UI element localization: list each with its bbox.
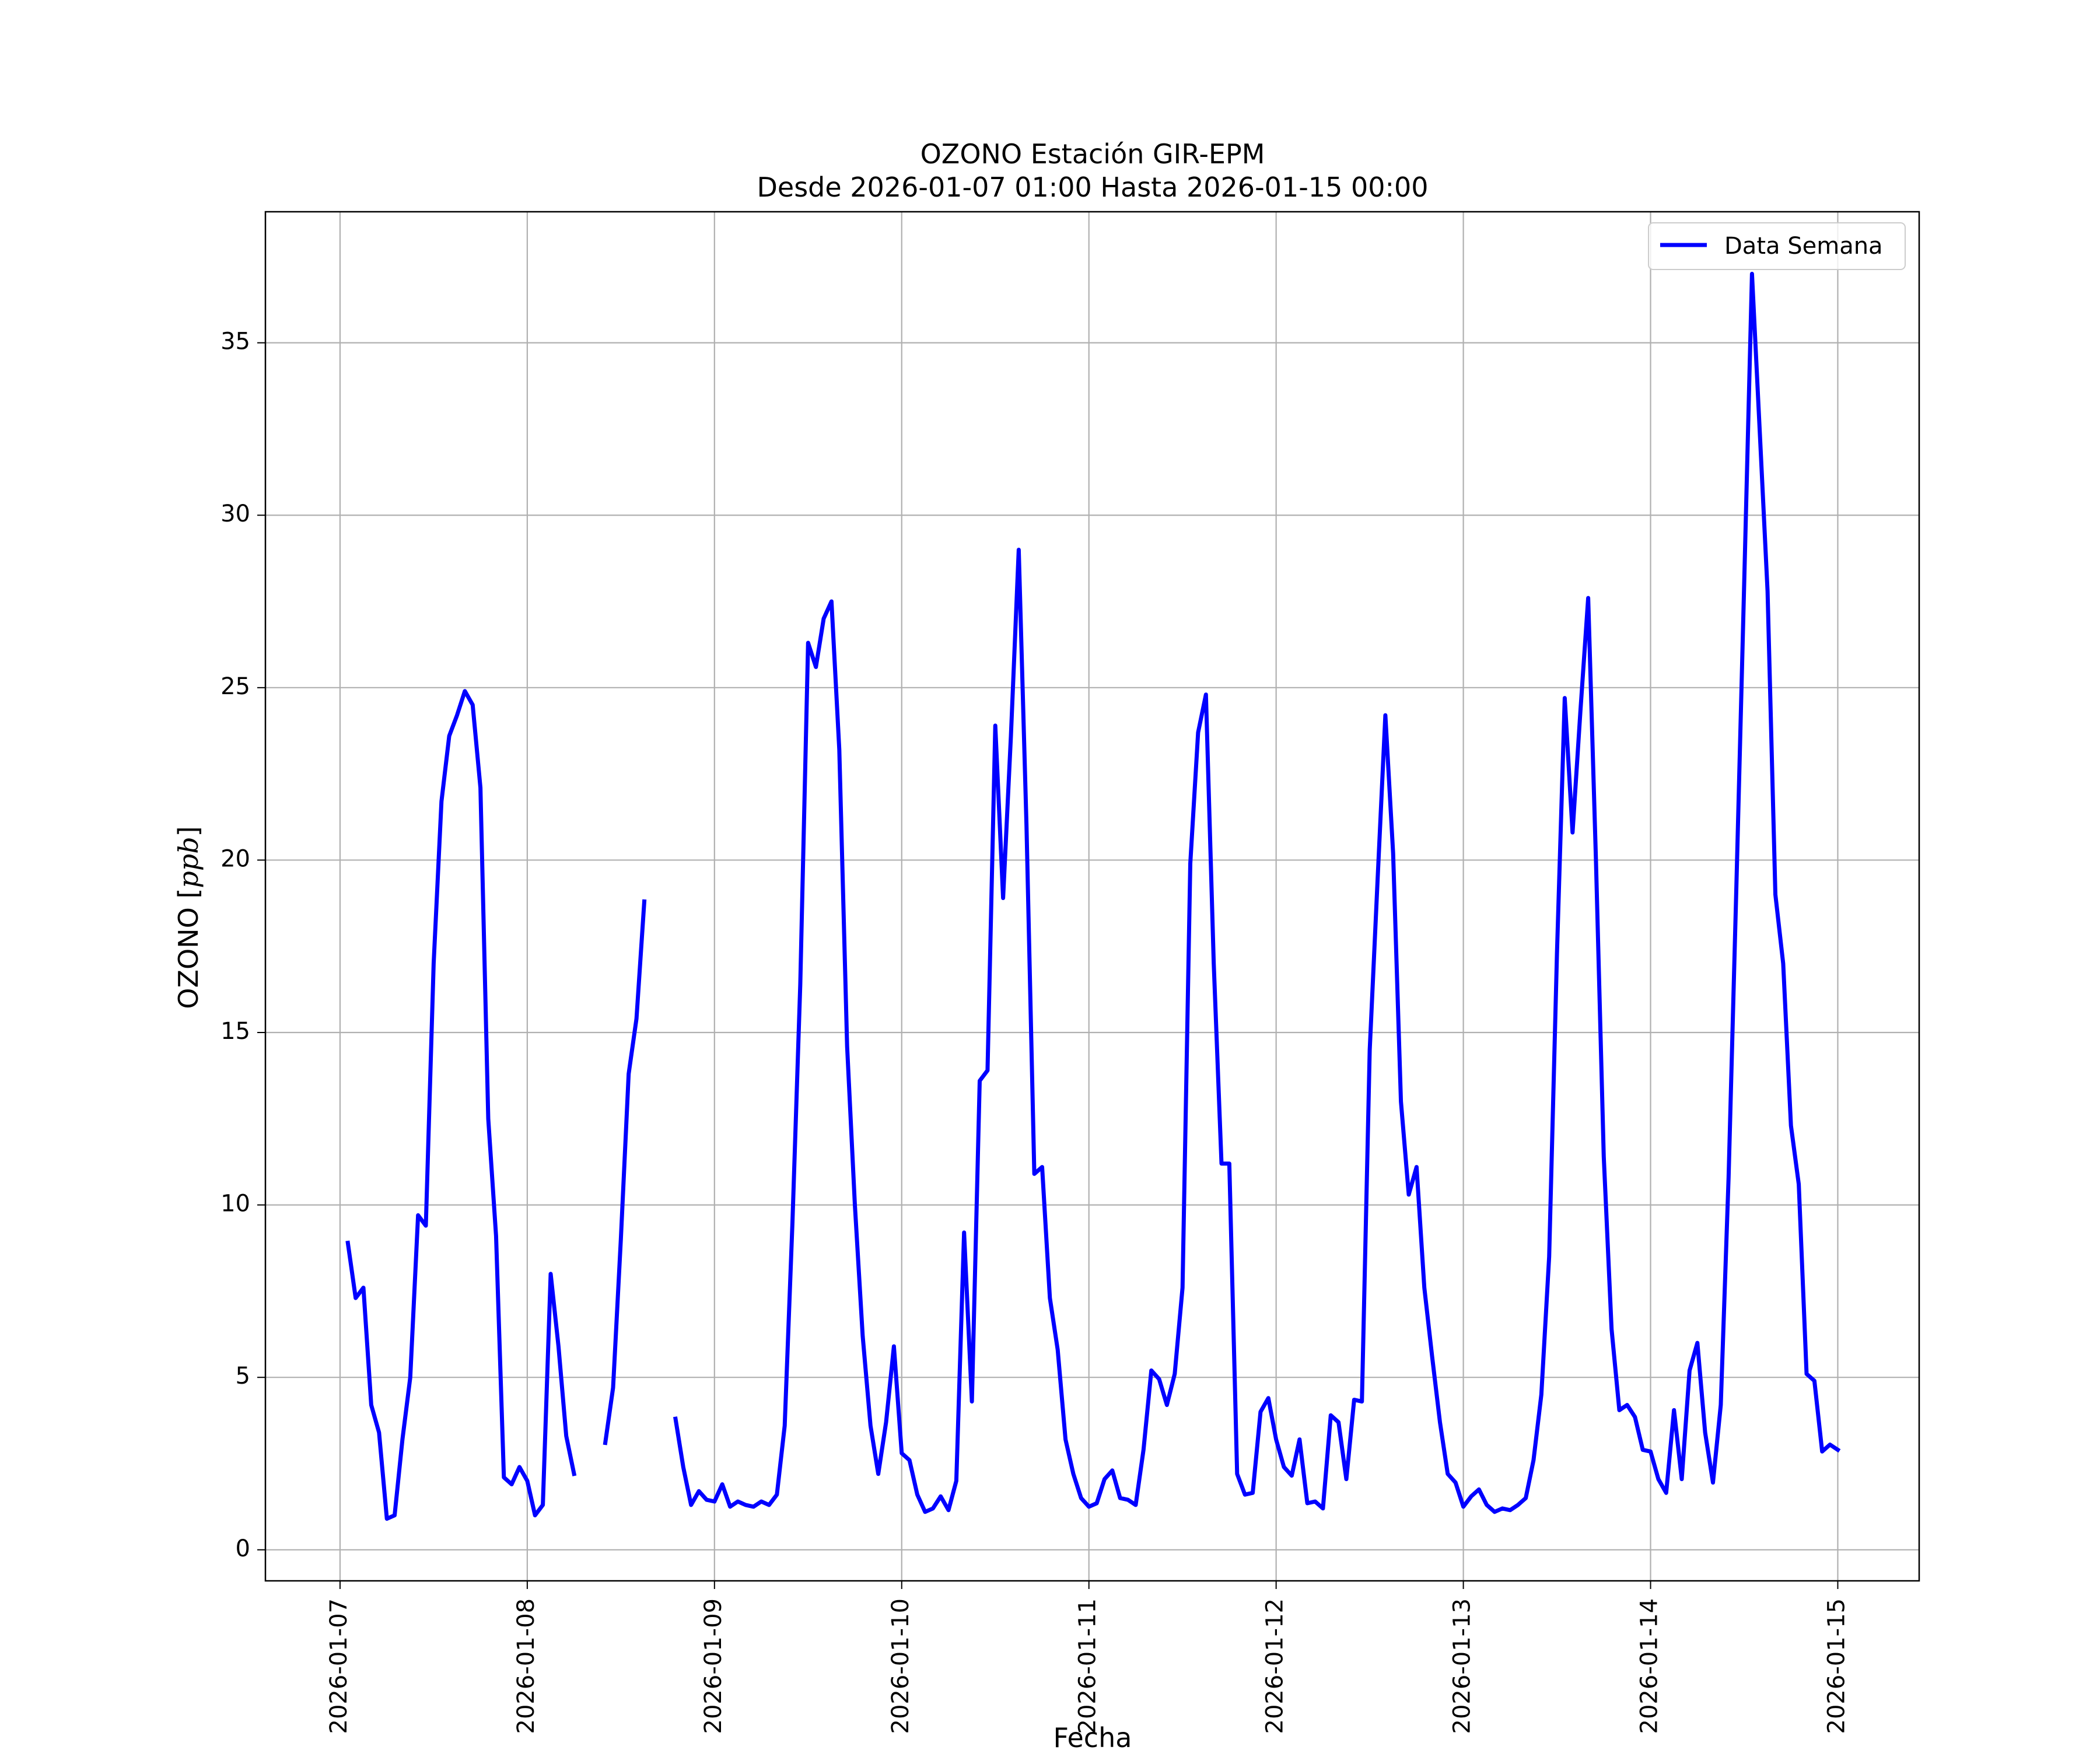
y-tick-label: 10: [220, 1191, 250, 1217]
legend-box: [1648, 222, 1906, 270]
axes-frame: [264, 211, 1920, 1582]
y-axis-label-close: ]: [173, 826, 204, 836]
x-tick-label: 2026-01-09: [700, 1598, 727, 1734]
chart-subtitle: Desde 2026-01-07 01:00 Hasta 2026-01-15 …: [757, 172, 1428, 203]
y-tick-label: 25: [220, 673, 250, 700]
legend-label: Data Semana: [1724, 233, 1883, 260]
x-tick-label: 2026-01-14: [1636, 1598, 1663, 1734]
y-axis-label: OZONO [ppb]: [173, 826, 204, 1009]
series-line-segment: [345, 689, 577, 1521]
y-tick-label: 0: [236, 1535, 250, 1562]
plot-area: [265, 212, 1919, 1581]
y-tick-label: 20: [220, 845, 250, 872]
grid-lines: [265, 212, 1919, 1581]
x-tick-label: 2026-01-07: [326, 1598, 352, 1734]
x-tick-label: 2026-01-08: [513, 1598, 540, 1734]
y-tick-label: 5: [236, 1363, 250, 1390]
x-tick-label: 2026-01-11: [1074, 1598, 1101, 1734]
chart-title: OZONO Estación GIR-EPM: [921, 138, 1265, 170]
x-tick-label: 2026-01-15: [1823, 1598, 1850, 1734]
x-tick-label: 2026-01-10: [887, 1598, 914, 1734]
y-tick-label: 30: [220, 501, 250, 527]
y-tick-label: 15: [220, 1018, 250, 1045]
axes: 2026-01-07 2026-01-08 2026-01-09 2026-01-10…: [220, 211, 1920, 1734]
y-axis-label-unit: ppb: [173, 836, 204, 888]
x-axis-label: Fecha: [1054, 1722, 1132, 1750]
x-tick-label: 2026-01-12: [1262, 1598, 1289, 1734]
x-tick-label: 2026-01-13: [1449, 1598, 1476, 1734]
y-axis-label-text: OZONO [: [173, 888, 204, 1009]
y-tick-label: 35: [220, 328, 250, 355]
series-layer: [345, 271, 1841, 1521]
legend: Data Semana: [1648, 222, 1906, 270]
series-line-segment: [673, 271, 1841, 1514]
series-line-segment: [603, 899, 647, 1446]
